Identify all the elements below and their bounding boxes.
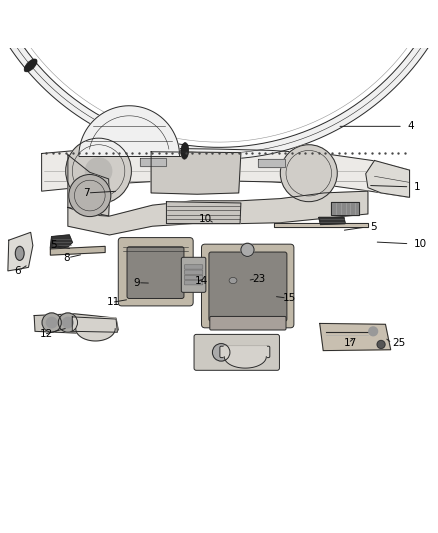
Ellipse shape bbox=[229, 278, 237, 284]
FancyBboxPatch shape bbox=[184, 270, 203, 274]
Circle shape bbox=[46, 317, 57, 328]
Ellipse shape bbox=[24, 59, 37, 72]
Polygon shape bbox=[68, 191, 368, 235]
FancyBboxPatch shape bbox=[209, 252, 287, 321]
FancyBboxPatch shape bbox=[201, 244, 294, 328]
FancyBboxPatch shape bbox=[181, 257, 206, 292]
FancyBboxPatch shape bbox=[210, 317, 286, 330]
Circle shape bbox=[377, 341, 385, 349]
Polygon shape bbox=[366, 160, 410, 197]
Polygon shape bbox=[274, 223, 368, 227]
Circle shape bbox=[241, 243, 254, 256]
Polygon shape bbox=[331, 201, 359, 215]
Text: 6: 6 bbox=[14, 266, 21, 276]
Text: 11: 11 bbox=[107, 297, 120, 308]
Circle shape bbox=[85, 158, 112, 184]
FancyBboxPatch shape bbox=[220, 346, 270, 358]
Polygon shape bbox=[140, 158, 166, 166]
Circle shape bbox=[66, 138, 131, 204]
Text: 15: 15 bbox=[283, 293, 296, 303]
Circle shape bbox=[280, 145, 337, 201]
Polygon shape bbox=[258, 159, 285, 167]
FancyBboxPatch shape bbox=[184, 275, 203, 280]
Circle shape bbox=[212, 344, 230, 361]
Text: 23: 23 bbox=[252, 274, 265, 284]
Text: 12: 12 bbox=[39, 329, 53, 340]
Text: 5: 5 bbox=[370, 222, 377, 232]
Text: 5: 5 bbox=[50, 240, 57, 251]
Circle shape bbox=[42, 313, 61, 332]
Text: 1: 1 bbox=[414, 182, 420, 192]
Polygon shape bbox=[320, 324, 391, 351]
Polygon shape bbox=[224, 346, 266, 368]
Polygon shape bbox=[135, 275, 159, 289]
Polygon shape bbox=[76, 317, 115, 341]
Text: 8: 8 bbox=[64, 253, 70, 263]
Polygon shape bbox=[8, 232, 33, 271]
Polygon shape bbox=[42, 148, 410, 197]
Text: 4: 4 bbox=[407, 122, 414, 131]
Ellipse shape bbox=[181, 142, 189, 159]
Text: 9: 9 bbox=[134, 278, 140, 288]
Polygon shape bbox=[0, 0, 438, 159]
FancyBboxPatch shape bbox=[194, 334, 279, 370]
Polygon shape bbox=[34, 314, 118, 333]
FancyBboxPatch shape bbox=[184, 280, 203, 285]
Ellipse shape bbox=[227, 276, 239, 285]
Circle shape bbox=[69, 174, 111, 216]
Polygon shape bbox=[166, 201, 241, 223]
Circle shape bbox=[63, 317, 73, 328]
Text: 17: 17 bbox=[344, 338, 357, 348]
FancyBboxPatch shape bbox=[184, 265, 203, 269]
Circle shape bbox=[58, 313, 78, 332]
Text: 10: 10 bbox=[414, 239, 427, 249]
FancyBboxPatch shape bbox=[118, 238, 193, 306]
Polygon shape bbox=[68, 155, 110, 216]
Polygon shape bbox=[50, 246, 105, 255]
Polygon shape bbox=[72, 317, 117, 332]
FancyBboxPatch shape bbox=[127, 247, 184, 298]
Polygon shape bbox=[151, 152, 241, 194]
Circle shape bbox=[369, 327, 378, 336]
Text: 10: 10 bbox=[199, 214, 212, 224]
Polygon shape bbox=[319, 217, 345, 224]
Text: 25: 25 bbox=[392, 338, 405, 348]
Text: 7: 7 bbox=[83, 188, 90, 198]
Polygon shape bbox=[79, 106, 180, 156]
Ellipse shape bbox=[15, 246, 24, 260]
Polygon shape bbox=[50, 235, 72, 248]
Text: 14: 14 bbox=[195, 276, 208, 286]
